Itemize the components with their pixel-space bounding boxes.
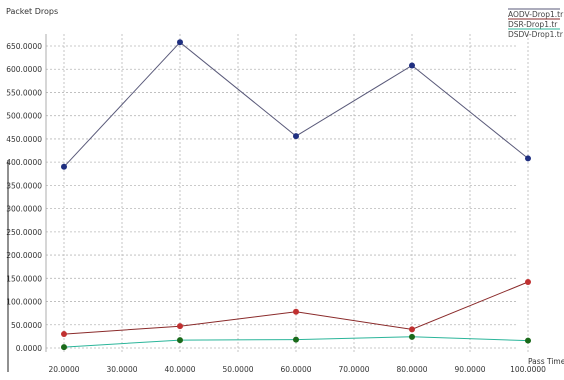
data-point bbox=[61, 331, 67, 338]
axes: 0.0000 50.0000 100.0000 150.0000 200.0000 250… bbox=[6, 34, 546, 374]
legend-label-2: DSR-Drop1.tr bbox=[508, 20, 558, 29]
data-point bbox=[293, 308, 299, 315]
x-tick-label: 30.0000 bbox=[106, 365, 137, 374]
data-point bbox=[293, 133, 299, 140]
x-tick-label: 80.0000 bbox=[396, 365, 427, 374]
x-tick-label: 90.0000 bbox=[454, 365, 485, 374]
data-point bbox=[293, 336, 299, 343]
data-point bbox=[61, 344, 67, 351]
y-tick-label: 100.0000 bbox=[6, 298, 42, 307]
data-point bbox=[177, 323, 183, 330]
grid bbox=[46, 34, 529, 352]
y-tick-label: 0.0000 bbox=[16, 344, 42, 353]
data-point bbox=[61, 163, 67, 170]
y-tick-label: 450.0000 bbox=[6, 135, 42, 144]
x-tick-label: 70.0000 bbox=[338, 365, 369, 374]
y-axis-label: Packet Drops bbox=[6, 7, 58, 16]
data-point bbox=[525, 337, 531, 344]
y-tick-label: 50.0000 bbox=[11, 321, 42, 330]
data-point bbox=[177, 337, 183, 344]
y-tick-label: 550.0000 bbox=[6, 88, 42, 97]
y-tick-label: 400.0000 bbox=[6, 158, 42, 167]
x-tick-label: 100.0000 bbox=[510, 365, 546, 374]
y-tick-label: 200.0000 bbox=[6, 251, 42, 260]
y-tick-label: 650.0000 bbox=[6, 42, 42, 51]
y-tick-label: 500.0000 bbox=[6, 112, 42, 121]
y-tick-label: 350.0000 bbox=[6, 181, 42, 190]
y-tick-label: 600.0000 bbox=[6, 65, 42, 74]
legend-label-1: AODV-Drop1.tr bbox=[508, 10, 564, 19]
x-tick-label: 60.0000 bbox=[280, 365, 311, 374]
series-line-1 bbox=[63, 41, 529, 168]
series-layer bbox=[61, 39, 531, 351]
data-point bbox=[525, 155, 531, 162]
data-point bbox=[409, 326, 415, 333]
x-tick-label: 50.0000 bbox=[222, 365, 253, 374]
x-axis-label: Pass Time bbox=[528, 357, 564, 366]
y-tick-label: 300.0000 bbox=[6, 205, 42, 214]
legend-label-3: DSDV-Drop1.tr bbox=[508, 30, 564, 39]
data-point bbox=[409, 62, 415, 69]
x-tick-label: 20.0000 bbox=[48, 365, 79, 374]
data-point bbox=[177, 39, 183, 46]
y-tick-label: 150.0000 bbox=[6, 274, 42, 283]
data-point bbox=[525, 279, 531, 286]
y-tick-label: 250.0000 bbox=[6, 228, 42, 237]
data-point bbox=[409, 333, 415, 340]
x-tick-label: 40.0000 bbox=[164, 365, 195, 374]
